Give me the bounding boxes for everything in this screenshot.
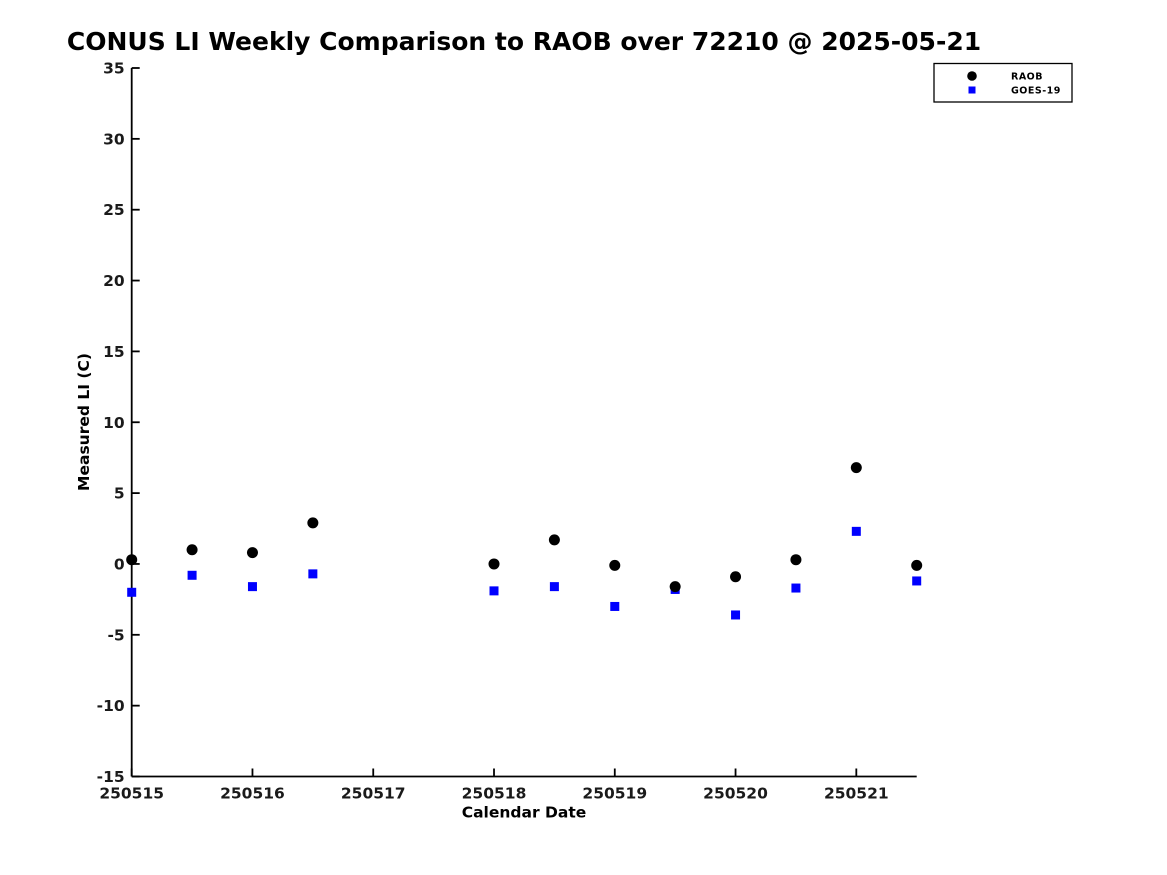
legend-label-raob: RAOB <box>1011 72 1043 83</box>
data-point-goes19 <box>912 576 922 586</box>
y-tick-label: 10 <box>103 414 125 432</box>
y-tick-label: -5 <box>107 626 124 644</box>
data-point-goes19 <box>489 586 499 596</box>
y-tick-label: 30 <box>103 130 125 148</box>
data-point-raob <box>850 462 862 474</box>
y-tick-label: 25 <box>103 201 125 219</box>
data-point-raob <box>548 534 560 546</box>
y-tick-label: 20 <box>103 272 125 290</box>
data-point-goes19 <box>247 582 257 592</box>
legend-marker-raob <box>967 71 977 81</box>
data-point-raob <box>911 559 923 571</box>
chart-title: CONUS LI Weekly Comparison to RAOB over … <box>67 27 981 56</box>
x-tick-label: 250520 <box>703 785 768 803</box>
data-point-raob <box>730 571 742 583</box>
x-tick-label: 250521 <box>824 785 889 803</box>
data-point-goes19 <box>851 526 861 536</box>
data-point-raob <box>186 544 198 556</box>
x-tick-label: 250518 <box>462 785 527 803</box>
y-tick-label: 35 <box>103 60 125 78</box>
data-point-raob <box>790 554 802 566</box>
data-point-goes19 <box>791 583 801 593</box>
y-tick-label: 5 <box>114 485 125 503</box>
data-point-goes19 <box>610 601 620 611</box>
x-tick-label: 250516 <box>220 785 285 803</box>
y-tick-label: -10 <box>97 697 125 715</box>
data-point-goes19 <box>127 587 137 597</box>
data-point-raob <box>307 517 319 529</box>
legend-marker-goes19 <box>968 86 976 94</box>
legend-label-goes19: GOES-19 <box>1011 86 1061 97</box>
data-point-raob <box>246 547 258 559</box>
data-point-raob <box>669 581 681 593</box>
x-tick-label: 250515 <box>99 785 164 803</box>
legend-box <box>933 62 1073 103</box>
data-point-raob <box>609 559 621 571</box>
data-point-goes19 <box>187 570 197 580</box>
data-point-goes19 <box>731 610 741 620</box>
data-point-goes19 <box>308 569 318 579</box>
x-axis-label: Calendar Date <box>462 804 587 822</box>
y-axis-label: Measured LI (C) <box>75 353 93 491</box>
y-tick-label: -15 <box>97 768 125 786</box>
data-point-raob <box>488 558 500 570</box>
data-point-goes19 <box>549 582 559 592</box>
y-tick-label: 15 <box>103 343 125 361</box>
x-tick-label: 250519 <box>582 785 647 803</box>
y-tick-label: 0 <box>114 555 125 573</box>
data-point-raob <box>126 554 138 566</box>
x-tick-label: 250517 <box>341 785 406 803</box>
